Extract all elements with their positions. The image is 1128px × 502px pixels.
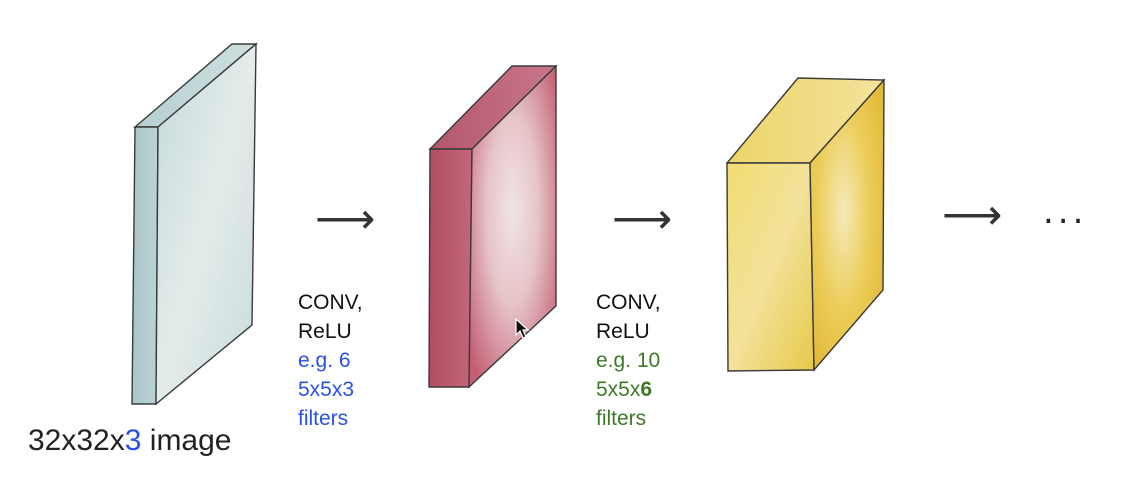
- input-label-prefix: 32x32x: [28, 424, 125, 457]
- input-image-label: 32x32x3 image: [28, 424, 231, 458]
- input-label-depth: 3: [124, 424, 142, 457]
- conv1-op-line2: ReLU: [298, 320, 352, 343]
- mouse-pointer-icon: [515, 318, 530, 339]
- conv1-filters-size: 5x5x3: [298, 378, 355, 401]
- conv2-volume: [725, 77, 886, 372]
- conv1-filters-word: filters: [298, 407, 349, 430]
- conv1-op-line1: CONV,: [298, 291, 363, 314]
- arrow-2: ⟶: [612, 194, 673, 243]
- arrow-3: ⟶: [942, 190, 1003, 239]
- conv2-volume-front: [726, 162, 815, 372]
- conv2-filters-size: 5x5x6: [596, 375, 652, 405]
- conv2-op-line1: CONV,: [596, 291, 661, 314]
- conv2-filters-size-prefix: 5x5x: [596, 378, 641, 401]
- conv1-volume-side: [428, 148, 473, 388]
- continuation-ellipsis: ...: [1043, 192, 1088, 232]
- input-volume-front: [155, 42, 257, 406]
- conv1-volume-front: [468, 64, 557, 389]
- conv2-op-line2: ReLU: [596, 320, 650, 343]
- conv2-filters-word: filters: [596, 407, 647, 430]
- conv2-volume-side: [809, 78, 885, 372]
- input-volume: [131, 42, 258, 406]
- input-volume-side: [131, 126, 159, 405]
- conv1-filters-count: e.g. 6: [298, 349, 351, 372]
- arrow-1: ⟶: [315, 194, 376, 243]
- conv2-filters-count: e.g. 10: [596, 349, 661, 372]
- conv1-volume: [428, 64, 558, 389]
- input-label-suffix: image: [141, 424, 232, 457]
- conv2-filters-size-depth: 6: [640, 378, 653, 401]
